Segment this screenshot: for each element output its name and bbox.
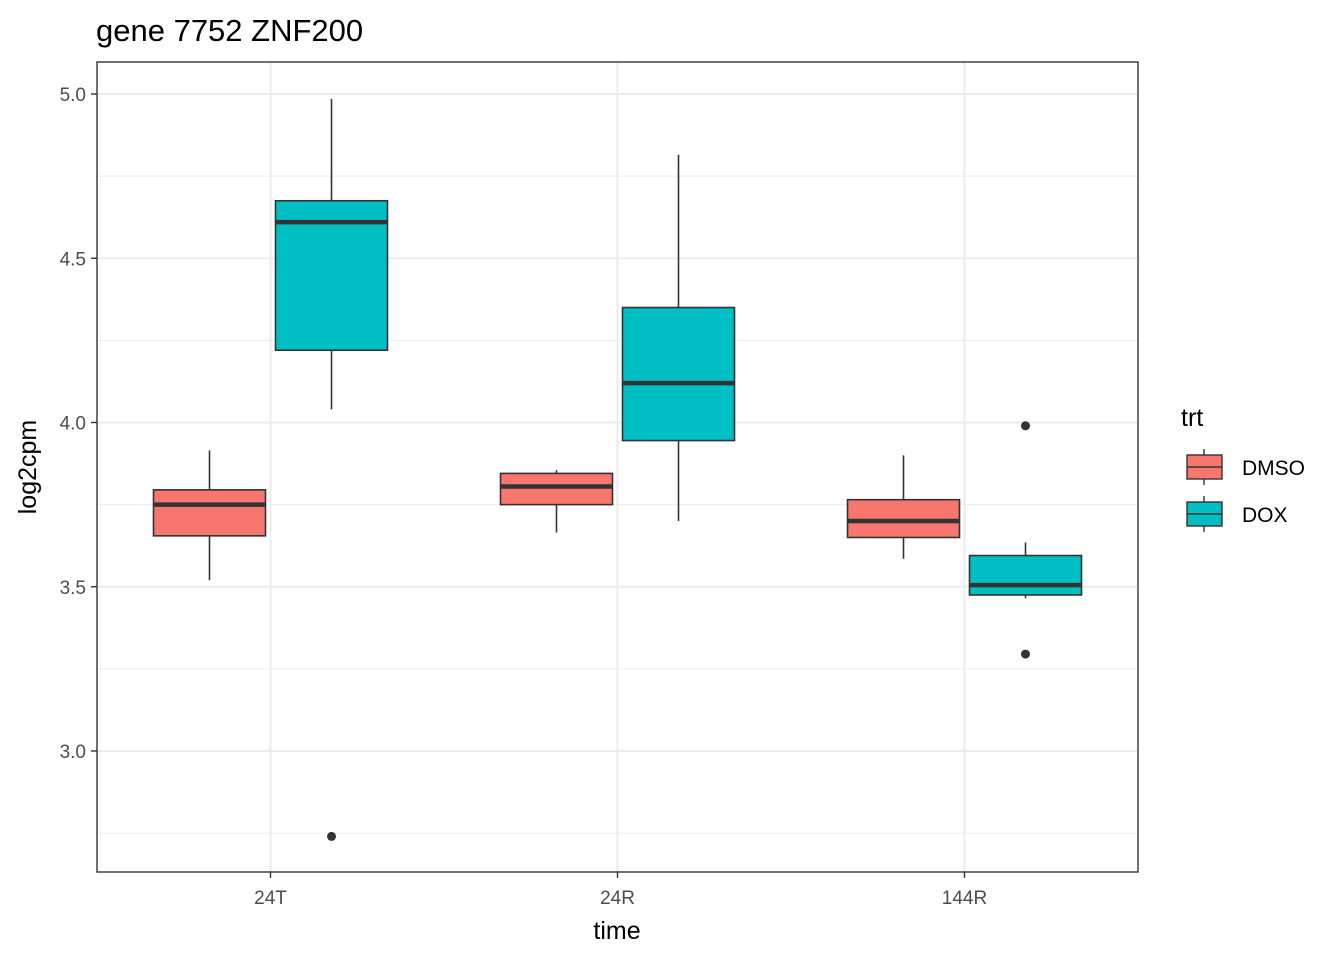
box-body: [499, 472, 614, 506]
legend-item-dmso: DMSO: [1186, 449, 1305, 485]
x-axis: 24T 24R 144R: [254, 872, 987, 909]
legend-label: DMSO: [1242, 457, 1305, 480]
box-dmso-24t: [152, 450, 267, 581]
box-body: [968, 554, 1083, 596]
y-tick-label: 4.5: [60, 249, 86, 270]
box-dox-144r: [968, 421, 1083, 659]
box-body: [846, 498, 961, 539]
outlier-point: [1021, 649, 1030, 659]
x-tick-label: 24T: [254, 888, 287, 909]
y-tick-label: 3.5: [60, 578, 86, 599]
y-tick-label: 4.0: [60, 414, 86, 435]
x-tick-label: 24R: [600, 888, 635, 909]
y-tick-label: 5.0: [60, 85, 86, 106]
box-body: [152, 489, 267, 537]
outlier-point: [327, 831, 336, 841]
y-axis-title: log2cpm: [14, 420, 42, 515]
legend-title: trt: [1181, 404, 1203, 432]
x-tick-label: 144R: [942, 888, 987, 909]
box-body: [274, 199, 389, 352]
box-body: [621, 306, 736, 442]
legend: trt DMSO DOX: [1181, 404, 1305, 532]
x-axis-title: time: [593, 917, 640, 945]
chart-title: gene 7752 ZNF200: [96, 13, 363, 48]
box-dmso-24r: [499, 470, 614, 533]
legend-item-dox: DOX: [1186, 496, 1288, 532]
y-tick-label: 3.0: [60, 742, 86, 763]
y-axis: 3.0 3.5 4.0 4.5 5.0: [60, 85, 97, 763]
box-dox-24r: [621, 154, 736, 522]
outlier-point: [1021, 421, 1030, 431]
boxes-layer: [152, 98, 1083, 841]
box-dox-24t: [274, 98, 389, 841]
box-dmso-144r: [846, 455, 961, 559]
legend-label: DOX: [1242, 504, 1288, 527]
grid-lines: [97, 62, 1138, 872]
